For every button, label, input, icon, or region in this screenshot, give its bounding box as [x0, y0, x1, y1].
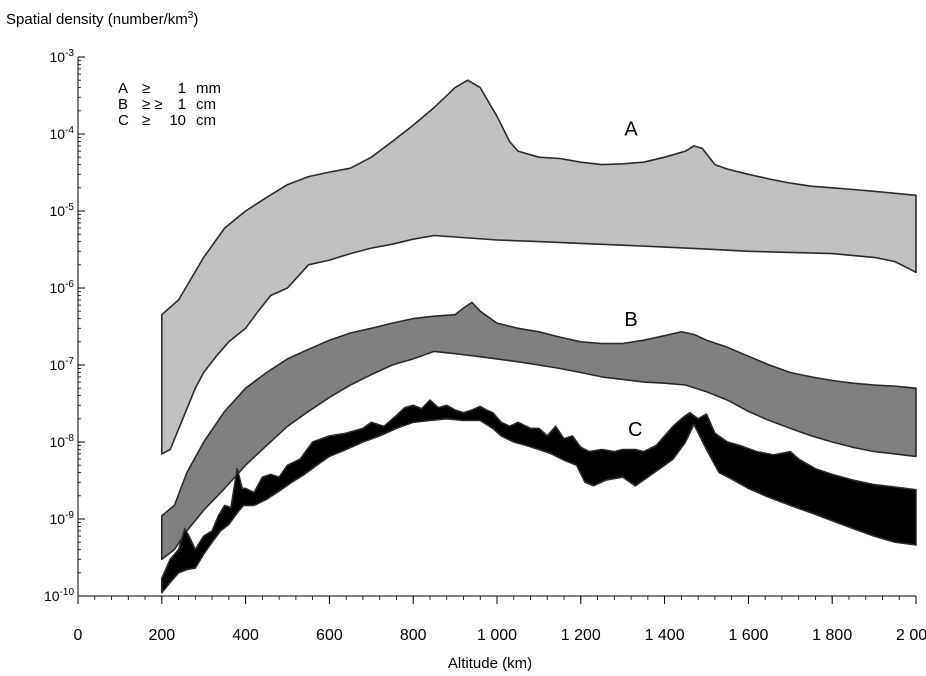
y-tick-label: 10-4 — [50, 125, 75, 142]
y-tick-label: 10-5 — [50, 202, 75, 219]
x-tick-label: 2 000 — [896, 627, 926, 644]
legend: A ≥1 mm B ≥ ≥ 1 cm C ≥10 cm — [118, 80, 221, 129]
y-tick-label: 10-3 — [50, 48, 75, 65]
x-tick-label: 1 800 — [812, 627, 852, 644]
x-tick-label: 1 600 — [728, 627, 768, 644]
legend-symbol: ≥ — [142, 80, 150, 97]
band-labels-group: A B C — [624, 119, 642, 441]
x-tick-label: 0 — [74, 627, 83, 644]
x-tick-label: 600 — [316, 627, 343, 644]
band-c — [161, 399, 917, 594]
band-b — [161, 301, 917, 561]
band-label-c: C — [628, 419, 642, 441]
x-axis-title: Altitude (km) — [448, 655, 532, 672]
y-tick-label: 10-10 — [44, 587, 74, 604]
legend-letter: C — [118, 112, 129, 129]
legend-unit: cm — [196, 96, 216, 113]
legend-letter: B — [118, 96, 128, 113]
band-label-b: B — [624, 309, 637, 331]
y-tick-label: 10-7 — [50, 356, 75, 373]
legend-symbol: ≥ ≥ — [142, 96, 163, 113]
y-tick-label: 10-6 — [50, 279, 75, 296]
legend-value: 10 — [169, 112, 186, 129]
legend-value: 1 — [178, 96, 186, 113]
x-tick-label: 400 — [232, 627, 259, 644]
x-tick-label: 1 400 — [645, 627, 685, 644]
x-tick-label: 1 000 — [477, 627, 517, 644]
legend-unit: cm — [196, 112, 216, 129]
x-tick-label: 1 200 — [561, 627, 601, 644]
legend-symbol: ≥ — [142, 112, 150, 129]
legend-unit: mm — [196, 80, 221, 97]
y-tick-label: 10-8 — [50, 433, 75, 450]
legend-letter: A — [118, 80, 128, 97]
axes-group: 10-3 10-4 10-5 10-6 10-7 10-8 10-9 10-10 0 200 400… — [44, 48, 926, 644]
y-axis-title: Spatial density (number/km3) — [6, 10, 198, 28]
y-tick-label: 10-9 — [50, 510, 75, 527]
bands-group — [161, 79, 917, 594]
x-tick-label: 800 — [400, 627, 427, 644]
band-a — [161, 79, 917, 455]
legend-value: 1 — [178, 80, 186, 97]
band-label-a: A — [624, 119, 638, 141]
x-tick-label: 200 — [148, 627, 175, 644]
